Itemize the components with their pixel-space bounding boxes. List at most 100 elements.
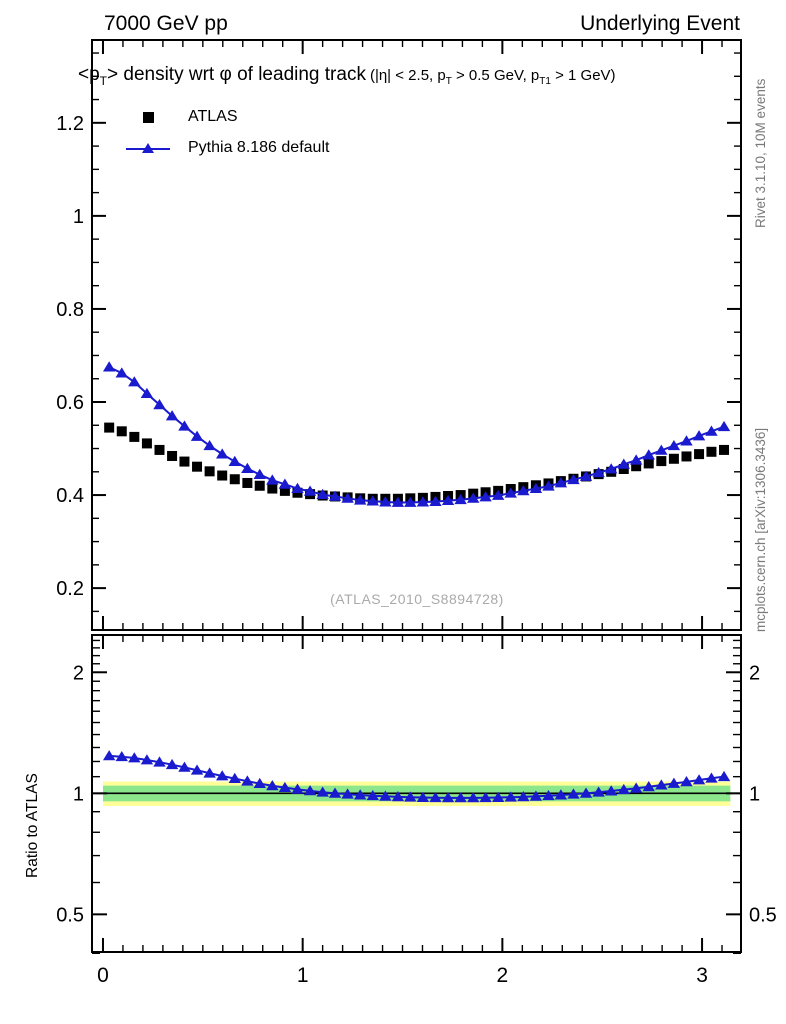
atlas-data-marker [681,451,692,462]
pythia-data-marker [642,449,655,460]
atlas-data-marker [229,474,240,485]
main-y-tick-label: 0.4 [56,485,84,507]
ratio-data-marker [241,775,254,786]
pythia-data-marker [529,482,543,493]
ratio-data-marker [554,789,568,800]
main-y-tick-label: 1 [73,206,84,228]
ratio-data-marker [605,785,618,796]
pythia-data-marker [115,367,128,378]
ratio-data-marker [366,789,379,801]
pythia-data-marker [128,376,141,387]
pythia-data-marker [605,463,618,474]
ratio-data-marker [190,764,204,775]
pythia-data-marker [491,489,505,500]
ratio-y-tick-label-left: 2 [73,662,84,684]
atlas-data-marker [279,485,290,496]
ratio-data-marker [667,777,681,788]
pythia-data-marker [266,474,279,485]
pythia-data-marker [554,477,568,488]
pythia-data-marker [655,444,668,455]
ratio-data-marker [341,788,354,799]
ratio-data-marker [429,791,442,803]
atlas-data-marker [267,483,278,494]
pythia-data-marker [102,361,116,372]
header-analysis-group: Underlying Event [580,12,740,35]
ratio-data-marker [215,770,229,781]
pythia-data-marker [542,480,555,491]
atlas-data-marker [141,438,152,449]
pythia-data-marker [454,493,467,505]
main-y-tick-label: 0.8 [56,299,84,321]
ratio-data-marker [592,786,605,797]
ratio-data-marker [128,752,141,763]
ratio-y-tick-label-left: 0.5 [56,904,84,926]
pythia-data-marker [441,494,455,506]
atlas-data-marker [204,466,215,477]
ratio-data-marker [153,756,166,767]
ratio-y-tick-label-right: 2 [749,662,760,684]
pythia-data-marker [165,410,179,421]
atlas-data-marker [242,477,253,488]
x-tick-label: 2 [497,964,509,987]
ratio-data-marker [266,779,279,791]
atlas-data-marker [719,444,730,455]
x-tick-label: 1 [297,964,309,987]
pythia-data-marker [391,496,405,507]
atlas-data-marker [694,449,705,460]
ratio-data-marker [316,786,329,797]
pythia-data-marker [203,439,216,451]
ratio-data-marker [441,792,455,803]
pythia-data-marker [328,490,342,501]
atlas-data-marker [706,446,717,457]
mcplots-arxiv-caption: mcplots.cern.ch [arXiv:1306.3436] [753,427,768,632]
pythia-data-marker [303,485,317,496]
ratio-data-marker [165,758,179,770]
ratio-data-marker [328,787,342,798]
rivet-version-caption: Rivet 3.1.10, 10M events [753,78,768,228]
ratio-y-tick-label-right: 0.5 [749,904,777,926]
pythia-data-marker [416,496,430,507]
ratio-data-marker [228,772,241,783]
pythia-data-marker [228,455,241,466]
atlas-data-marker [254,480,265,491]
pythia-data-marker [253,468,266,479]
pythia-data-marker [592,466,605,478]
ratio-data-marker [567,788,580,799]
pythia-data-marker [504,487,517,498]
ratio-data-marker [454,792,467,803]
ratio-data-marker [353,789,367,800]
legend-item-pythia: Pythia 8.186 default [126,137,329,159]
ratio-data-marker [102,750,116,761]
pythia-data-marker [617,458,630,469]
ratio-data-marker [479,791,492,803]
ratio-data-marker [542,789,555,801]
atlas-data-marker [656,456,667,467]
pythia-line [108,366,725,504]
pythia-data-marker [366,495,379,506]
atlas-data-marker [643,458,654,469]
ratio-data-marker [529,790,543,801]
atlas-data-marker [116,426,127,437]
main-frame [91,39,742,631]
ratio-data-marker [705,772,718,783]
atlas-data-marker [217,470,228,481]
ratio-axis-label: Ratio to ATLAS [24,773,41,878]
pythia-data-marker [692,430,706,441]
atlas-data-marker [104,422,115,433]
pythia-data-marker [429,495,442,506]
x-tick-label: 0 [97,964,109,987]
ratio-data-marker [278,781,292,793]
x-tick-label: 3 [696,964,708,987]
ratio-data-marker [680,776,693,787]
ratio-data-marker [203,767,216,778]
pythia-data-marker [517,485,530,496]
pythia-data-marker [467,492,480,503]
pythia-data-marker [579,470,593,481]
ratio-data-marker [303,785,317,796]
atlas-data-marker [179,456,190,467]
pythia-data-marker [705,425,718,436]
pythia-data-marker [178,420,191,431]
atlas-data-marker [167,450,178,461]
ratio-data-marker [253,777,266,789]
